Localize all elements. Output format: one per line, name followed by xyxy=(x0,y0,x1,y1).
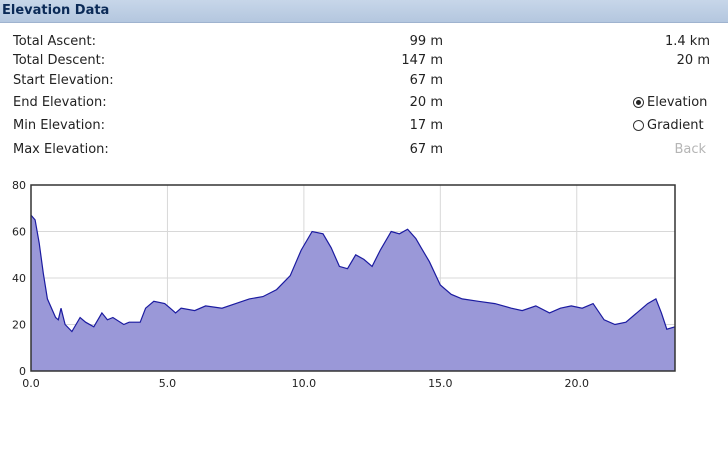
y-tick-label: 20 xyxy=(12,319,26,332)
y-tick-label: 80 xyxy=(12,179,26,192)
stat-extra-descent: 20 m xyxy=(676,53,710,68)
radio-gradient-label: Gradient xyxy=(647,118,704,133)
elevation-area xyxy=(31,215,675,371)
x-tick-label: 15.0 xyxy=(428,377,453,390)
stat-label-total-ascent: Total Ascent: xyxy=(13,34,97,49)
radio-elevation-label: Elevation xyxy=(647,95,708,110)
radio-unselected-icon[interactable] xyxy=(633,120,644,131)
stat-value-total-descent: 147 m xyxy=(401,53,443,68)
stat-label-start-elevation: Start Elevation: xyxy=(13,73,114,88)
stat-extra-distance: 1.4 km xyxy=(665,34,710,49)
elevation-line xyxy=(30,214,676,333)
stat-value-end-elevation: 20 m xyxy=(409,95,443,110)
stat-label-max-elevation: Max Elevation: xyxy=(13,142,109,157)
y-tick-label: 40 xyxy=(12,272,26,285)
x-tick-label: 10.0 xyxy=(292,377,317,390)
back-link[interactable]: Back xyxy=(674,142,706,157)
axis-ticks: 0 20 40 60 80 0.0 5.0 10.0 15.0 20.0 xyxy=(12,179,589,390)
stat-label-total-descent: Total Descent: xyxy=(13,53,106,68)
radio-gradient[interactable]: Gradient xyxy=(633,118,704,133)
stat-value-min-elevation: 17 m xyxy=(409,118,443,133)
radio-elevation[interactable]: Elevation xyxy=(633,95,707,110)
panel-title: Elevation Data xyxy=(2,3,110,18)
panel-header: Elevation Data xyxy=(0,0,728,23)
radio-selected-icon[interactable] xyxy=(633,97,644,108)
stat-label-end-elevation: End Elevation: xyxy=(13,95,107,110)
stat-value-start-elevation: 67 m xyxy=(409,73,443,88)
stat-value-max-elevation: 67 m xyxy=(409,142,443,157)
x-tick-label: 0.0 xyxy=(22,377,40,390)
stat-value-total-ascent: 99 m xyxy=(409,34,443,49)
x-tick-label: 20.0 xyxy=(565,377,590,390)
plot-frame xyxy=(30,184,676,372)
y-tick-label: 60 xyxy=(12,226,26,239)
y-tick-label: 0 xyxy=(19,365,26,378)
elevation-chart: 0 20 40 60 80 0.0 5.0 10.0 15.0 20.0 xyxy=(12,179,676,390)
x-tick-label: 5.0 xyxy=(159,377,177,390)
stat-label-min-elevation: Min Elevation: xyxy=(13,118,105,133)
